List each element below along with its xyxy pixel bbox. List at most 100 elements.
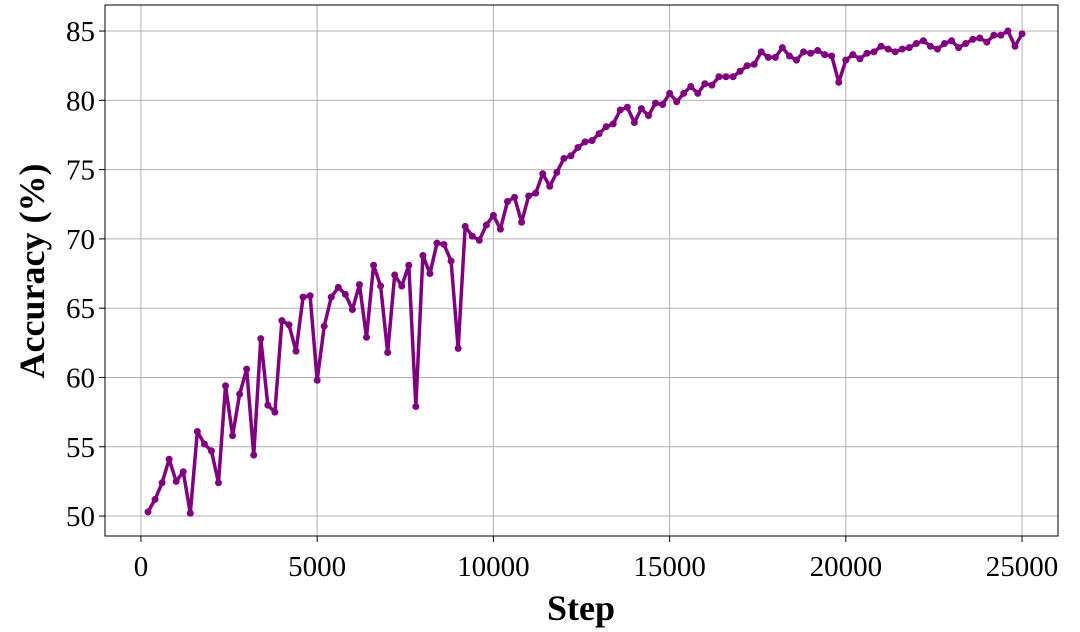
data-point	[870, 48, 878, 56]
data-point	[800, 48, 808, 56]
data-point	[764, 53, 772, 61]
data-point	[454, 344, 462, 352]
x-tick-label: 25000	[986, 551, 1059, 583]
data-point	[659, 100, 667, 108]
data-point	[440, 240, 448, 248]
data-point	[250, 451, 258, 459]
data-point	[821, 51, 829, 59]
data-point	[955, 44, 963, 52]
data-point	[278, 317, 286, 325]
data-point	[644, 112, 652, 120]
data-point	[687, 82, 695, 90]
data-point	[546, 182, 554, 190]
data-point	[912, 40, 920, 48]
data-point	[757, 48, 765, 56]
plot-frame	[104, 4, 1059, 537]
x-axis-label: Step	[547, 588, 615, 628]
data-point	[355, 281, 363, 289]
data-point	[306, 292, 314, 300]
data-point	[229, 432, 237, 440]
data-point	[489, 211, 497, 219]
data-point	[370, 261, 378, 269]
data-point	[926, 42, 934, 50]
data-point	[652, 99, 660, 107]
data-point	[320, 322, 328, 330]
data-point	[433, 239, 441, 247]
data-point	[214, 479, 222, 487]
x-tick-label: 20000	[810, 551, 883, 583]
y-tick-label: 70	[66, 224, 95, 256]
data-point	[856, 55, 864, 63]
y-tick-label: 50	[66, 501, 95, 533]
data-point	[532, 189, 540, 197]
data-point	[849, 51, 857, 59]
data-point	[285, 321, 293, 329]
data-point	[595, 130, 603, 138]
data-point	[891, 48, 899, 56]
data-point	[447, 257, 455, 265]
data-point	[574, 143, 582, 151]
data-point	[680, 89, 688, 97]
data-point	[405, 261, 413, 269]
data-point	[426, 270, 434, 278]
data-point	[186, 509, 194, 517]
data-point	[877, 42, 885, 50]
data-point	[271, 408, 279, 416]
y-tick-label: 75	[66, 155, 95, 187]
data-point	[553, 168, 561, 176]
data-point	[807, 49, 815, 57]
data-point	[1004, 27, 1012, 35]
y-tick-label: 80	[66, 85, 95, 117]
y-tick-label: 65	[66, 293, 95, 325]
data-point	[292, 347, 300, 355]
data-point	[701, 80, 709, 88]
data-point	[299, 293, 307, 301]
data-point	[588, 137, 596, 145]
data-point	[962, 40, 970, 48]
data-point	[496, 225, 504, 233]
data-point	[828, 52, 836, 60]
y-tick-label: 55	[66, 432, 95, 464]
data-point	[997, 31, 1005, 39]
data-point	[976, 34, 984, 42]
data-point	[729, 73, 737, 81]
data-point	[363, 333, 371, 341]
data-point	[771, 53, 779, 61]
data-point	[144, 508, 152, 516]
data-point	[327, 293, 335, 301]
data-point	[482, 221, 490, 229]
data-point	[616, 106, 624, 114]
x-tick-label: 15000	[633, 551, 706, 583]
data-point	[941, 40, 949, 48]
data-point	[623, 103, 631, 111]
data-point	[933, 45, 941, 53]
y-tick-label: 60	[66, 362, 95, 394]
data-point	[539, 170, 547, 178]
data-point	[525, 192, 533, 200]
data-point	[475, 236, 483, 244]
data-point	[334, 283, 342, 291]
x-tick-label: 10000	[457, 551, 530, 583]
data-point	[884, 45, 892, 53]
data-point	[905, 44, 913, 52]
data-point	[990, 31, 998, 39]
data-point	[384, 349, 392, 357]
data-point	[835, 78, 843, 86]
data-point	[200, 440, 208, 448]
data-point	[722, 73, 730, 81]
data-point	[193, 428, 201, 436]
data-point	[236, 390, 244, 398]
data-point	[503, 197, 511, 205]
data-point	[785, 52, 793, 60]
x-tick-label: 0	[134, 551, 149, 583]
data-point	[341, 290, 349, 298]
data-point	[863, 49, 871, 57]
data-point	[518, 218, 526, 226]
data-point	[778, 44, 786, 52]
data-point	[842, 56, 850, 64]
data-point	[750, 60, 758, 68]
data-point	[736, 67, 744, 75]
data-point	[222, 382, 230, 390]
data-line	[146, 29, 1024, 516]
